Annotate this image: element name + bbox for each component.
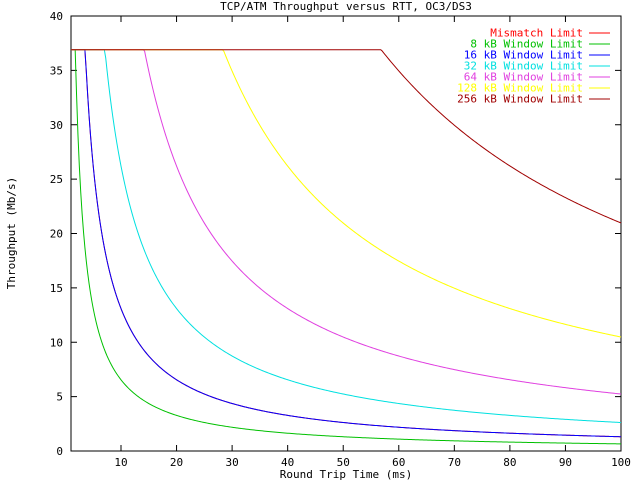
y-tick-label: 0 [56,445,63,458]
legend-label-0: Mismatch Limit [490,27,583,40]
x-tick-label: 80 [503,456,516,469]
x-tick-label: 40 [281,456,294,469]
y-tick-label: 20 [50,228,63,241]
x-axis-label: Round Trip Time (ms) [280,468,412,480]
x-tick-label: 20 [170,456,183,469]
y-tick-label: 15 [50,282,63,295]
legend-label-4: 64 kB Window Limit [464,71,583,84]
x-tick-label: 90 [559,456,572,469]
x-tick-label: 50 [337,456,350,469]
y-tick-label: 10 [50,336,63,349]
x-tick-label: 60 [392,456,405,469]
legend-label-6: 256 kB Window Limit [457,93,583,106]
x-tick-label: 10 [114,456,127,469]
x-tick-label: 100 [611,456,631,469]
y-tick-label: 25 [50,173,63,186]
y-tick-label: 30 [50,119,63,132]
series-line-2 [71,49,622,438]
axis-ticks: 10 20 30 40 50 60 70 80 90 100 0 5 10 15 20 25 30 35 40 [50,10,631,469]
y-axis-label: Throughput (Mb/s) [5,177,18,290]
series-line-4 [71,49,622,395]
y-tick-label: 35 [50,64,63,77]
series-line-3 [71,49,622,424]
y-tick-label: 40 [50,10,63,23]
legend-label-2: 16 kB Window Limit [464,49,583,62]
series-lines [71,49,622,445]
x-tick-label: 70 [448,456,461,469]
chart-title: TCP/ATM Throughput versus RTT, OC3/DS3 [220,0,472,13]
series-line-1 [71,49,622,445]
legend-label-3: 32 kB Window Limit [464,60,583,73]
legend-label-1: 8 kB Window Limit [470,38,583,51]
series-line-6 [71,49,622,224]
y-tick-label: 5 [56,391,63,404]
x-tick-label: 30 [225,456,238,469]
series-line-0 [71,49,622,438]
legend-label-5: 128 kB Window Limit [457,82,583,95]
